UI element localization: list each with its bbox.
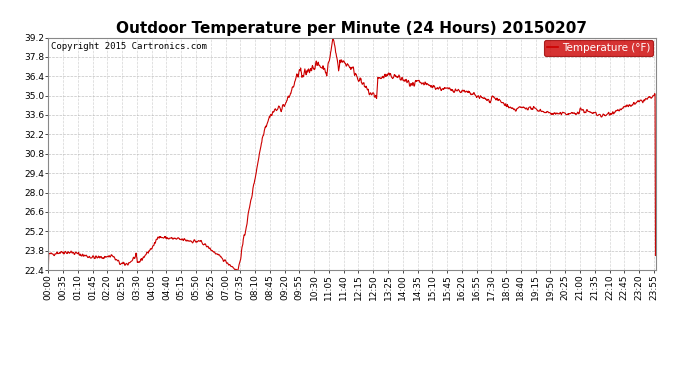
Text: Copyright 2015 Cartronics.com: Copyright 2015 Cartronics.com	[51, 42, 207, 51]
Legend: Temperature (°F): Temperature (°F)	[544, 40, 653, 56]
Title: Outdoor Temperature per Minute (24 Hours) 20150207: Outdoor Temperature per Minute (24 Hours…	[117, 21, 587, 36]
